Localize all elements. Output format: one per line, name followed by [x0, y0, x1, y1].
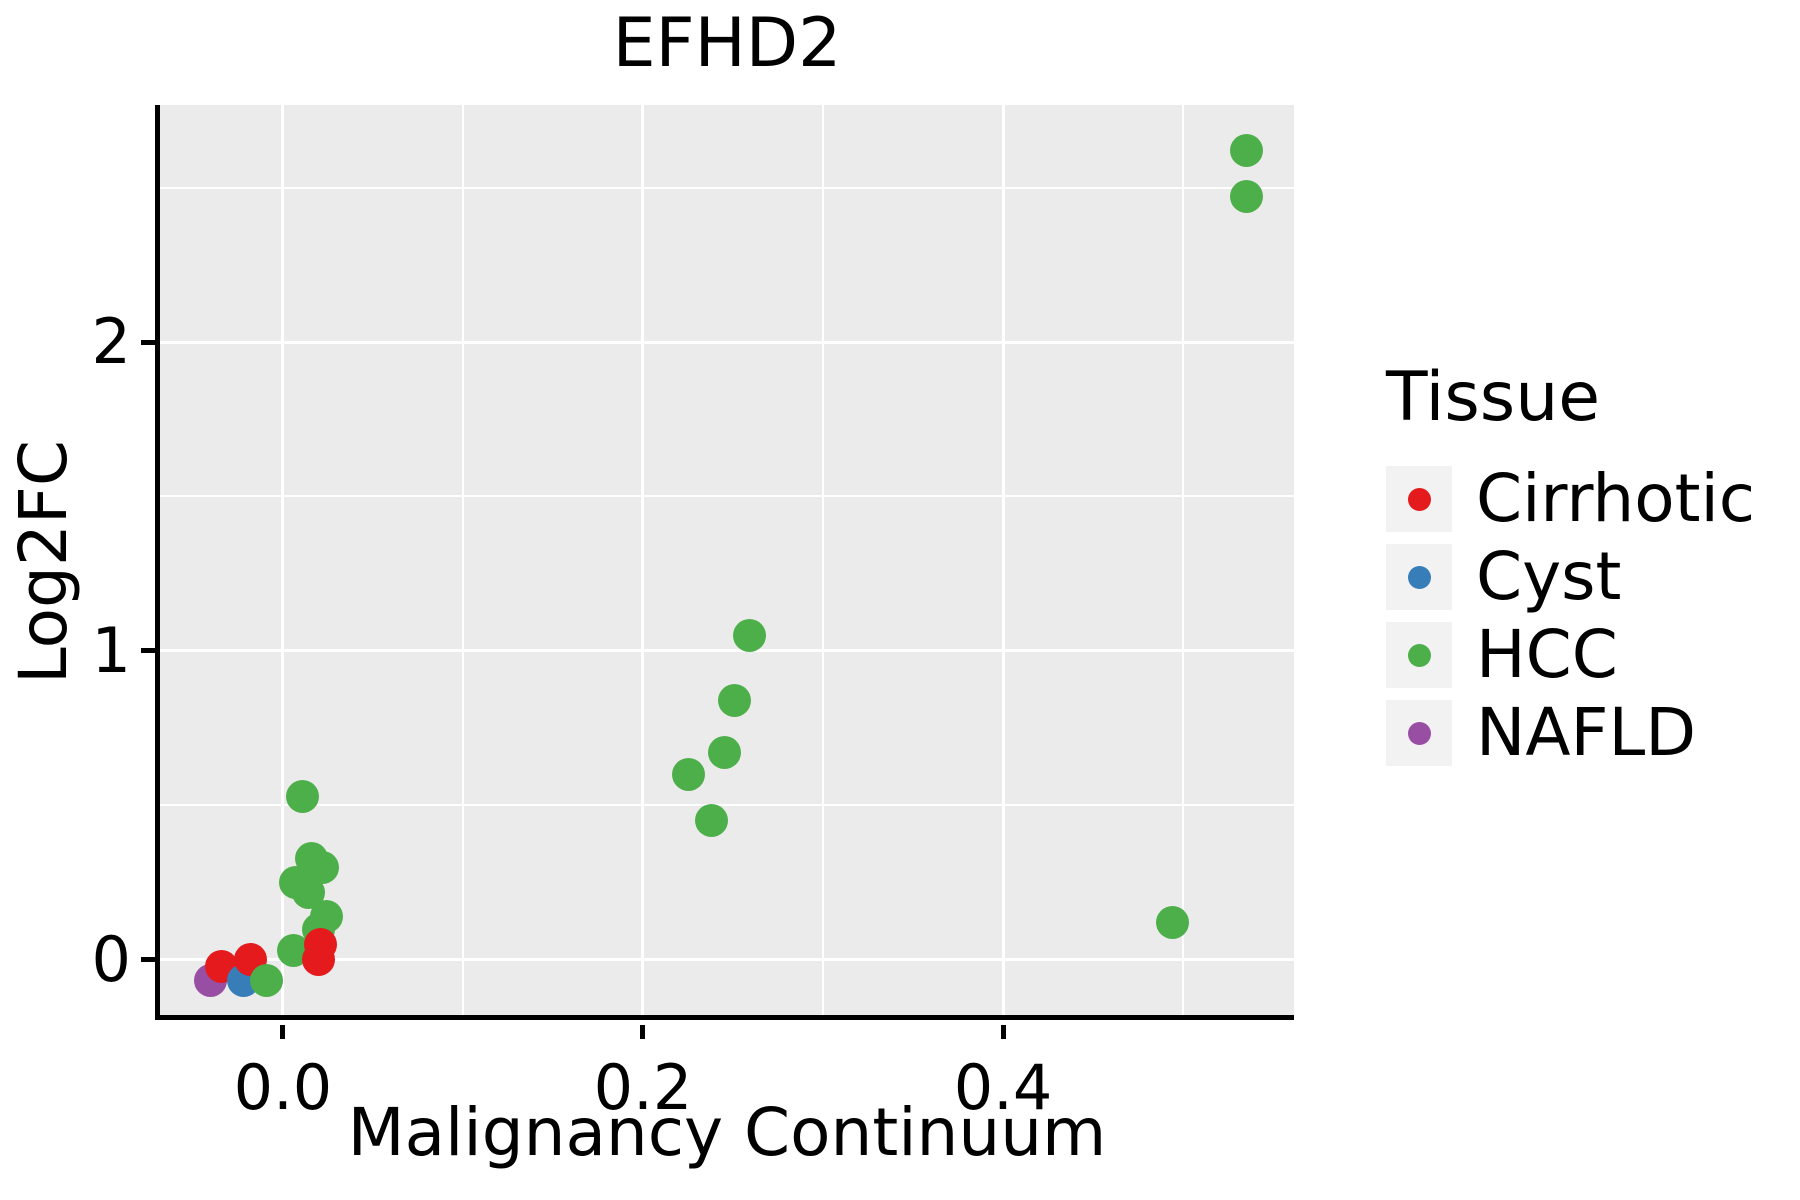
- y-axis-tick: [141, 957, 155, 963]
- gridline-x-minor: [822, 105, 825, 1015]
- gridline-y-major: [160, 649, 1294, 653]
- gridline-y-minor: [160, 804, 1294, 807]
- data-point-hcc: [671, 758, 705, 792]
- legend-entry-label: Cirrhotic: [1476, 460, 1756, 537]
- x-tick-label: 0.0: [233, 1051, 333, 1124]
- gridline-y-minor: [160, 495, 1294, 498]
- y-axis-tick: [141, 339, 155, 345]
- x-axis-tick: [280, 1025, 286, 1039]
- data-point-hcc: [1229, 180, 1263, 214]
- data-point-hcc: [1229, 133, 1263, 167]
- y-axis-tick: [141, 648, 155, 654]
- legend-entry-nafld: NAFLD: [1386, 700, 1755, 766]
- y-tick-label: 2: [91, 305, 131, 378]
- legend-key: [1386, 466, 1452, 532]
- legend-entry-label: HCC: [1476, 616, 1618, 693]
- data-point-hcc: [718, 683, 752, 717]
- data-point-hcc: [250, 964, 284, 998]
- legend: Tissue Cirrhotic Cyst HCC NAFLD: [1386, 358, 1755, 778]
- plot-panel: [155, 105, 1294, 1020]
- gridline-x-minor: [461, 105, 464, 1015]
- cirrhotic-dot: [1407, 487, 1431, 511]
- data-point-cirrhotic: [302, 943, 336, 977]
- y-tick-label: 1: [91, 613, 131, 687]
- data-point-hcc: [694, 804, 728, 838]
- x-axis-tick: [1000, 1025, 1006, 1039]
- gridline-y-major: [160, 958, 1294, 962]
- legend-key: [1386, 700, 1452, 766]
- legend-entry-cyst: Cyst: [1386, 544, 1755, 610]
- gridline-x-major: [281, 105, 285, 1015]
- x-tick-label: 0.4: [953, 1051, 1053, 1124]
- gridline-y-major: [160, 340, 1294, 344]
- y-tick-label: 0: [91, 922, 131, 996]
- data-point-hcc: [732, 619, 766, 653]
- data-point-hcc: [707, 736, 741, 770]
- gridline-x-major: [1001, 105, 1005, 1015]
- gridline-y-minor: [160, 186, 1294, 189]
- x-tick-label: 0.2: [593, 1051, 693, 1124]
- x-axis-label: Malignancy Continuum: [347, 1094, 1107, 1171]
- cyst-dot: [1407, 565, 1431, 589]
- gridline-x-major: [641, 105, 645, 1015]
- legend-key: [1386, 544, 1452, 610]
- nafld-dot: [1407, 721, 1431, 745]
- legend-entry-hcc: HCC: [1386, 622, 1755, 688]
- legend-entry-label: Cyst: [1476, 538, 1622, 615]
- legend-entry-cirrhotic: Cirrhotic: [1386, 466, 1755, 532]
- hcc-dot: [1407, 643, 1431, 667]
- x-axis-tick: [640, 1025, 646, 1039]
- data-point-hcc: [286, 779, 320, 813]
- legend-entry-label: NAFLD: [1476, 694, 1697, 771]
- plot-title: EFHD2: [612, 4, 842, 83]
- legend-key: [1386, 622, 1452, 688]
- legend-entries: Cirrhotic Cyst HCC NAFLD: [1386, 466, 1755, 766]
- gridline-x-minor: [1182, 105, 1185, 1015]
- data-point-hcc: [1155, 906, 1189, 940]
- legend-title: Tissue: [1386, 358, 1601, 437]
